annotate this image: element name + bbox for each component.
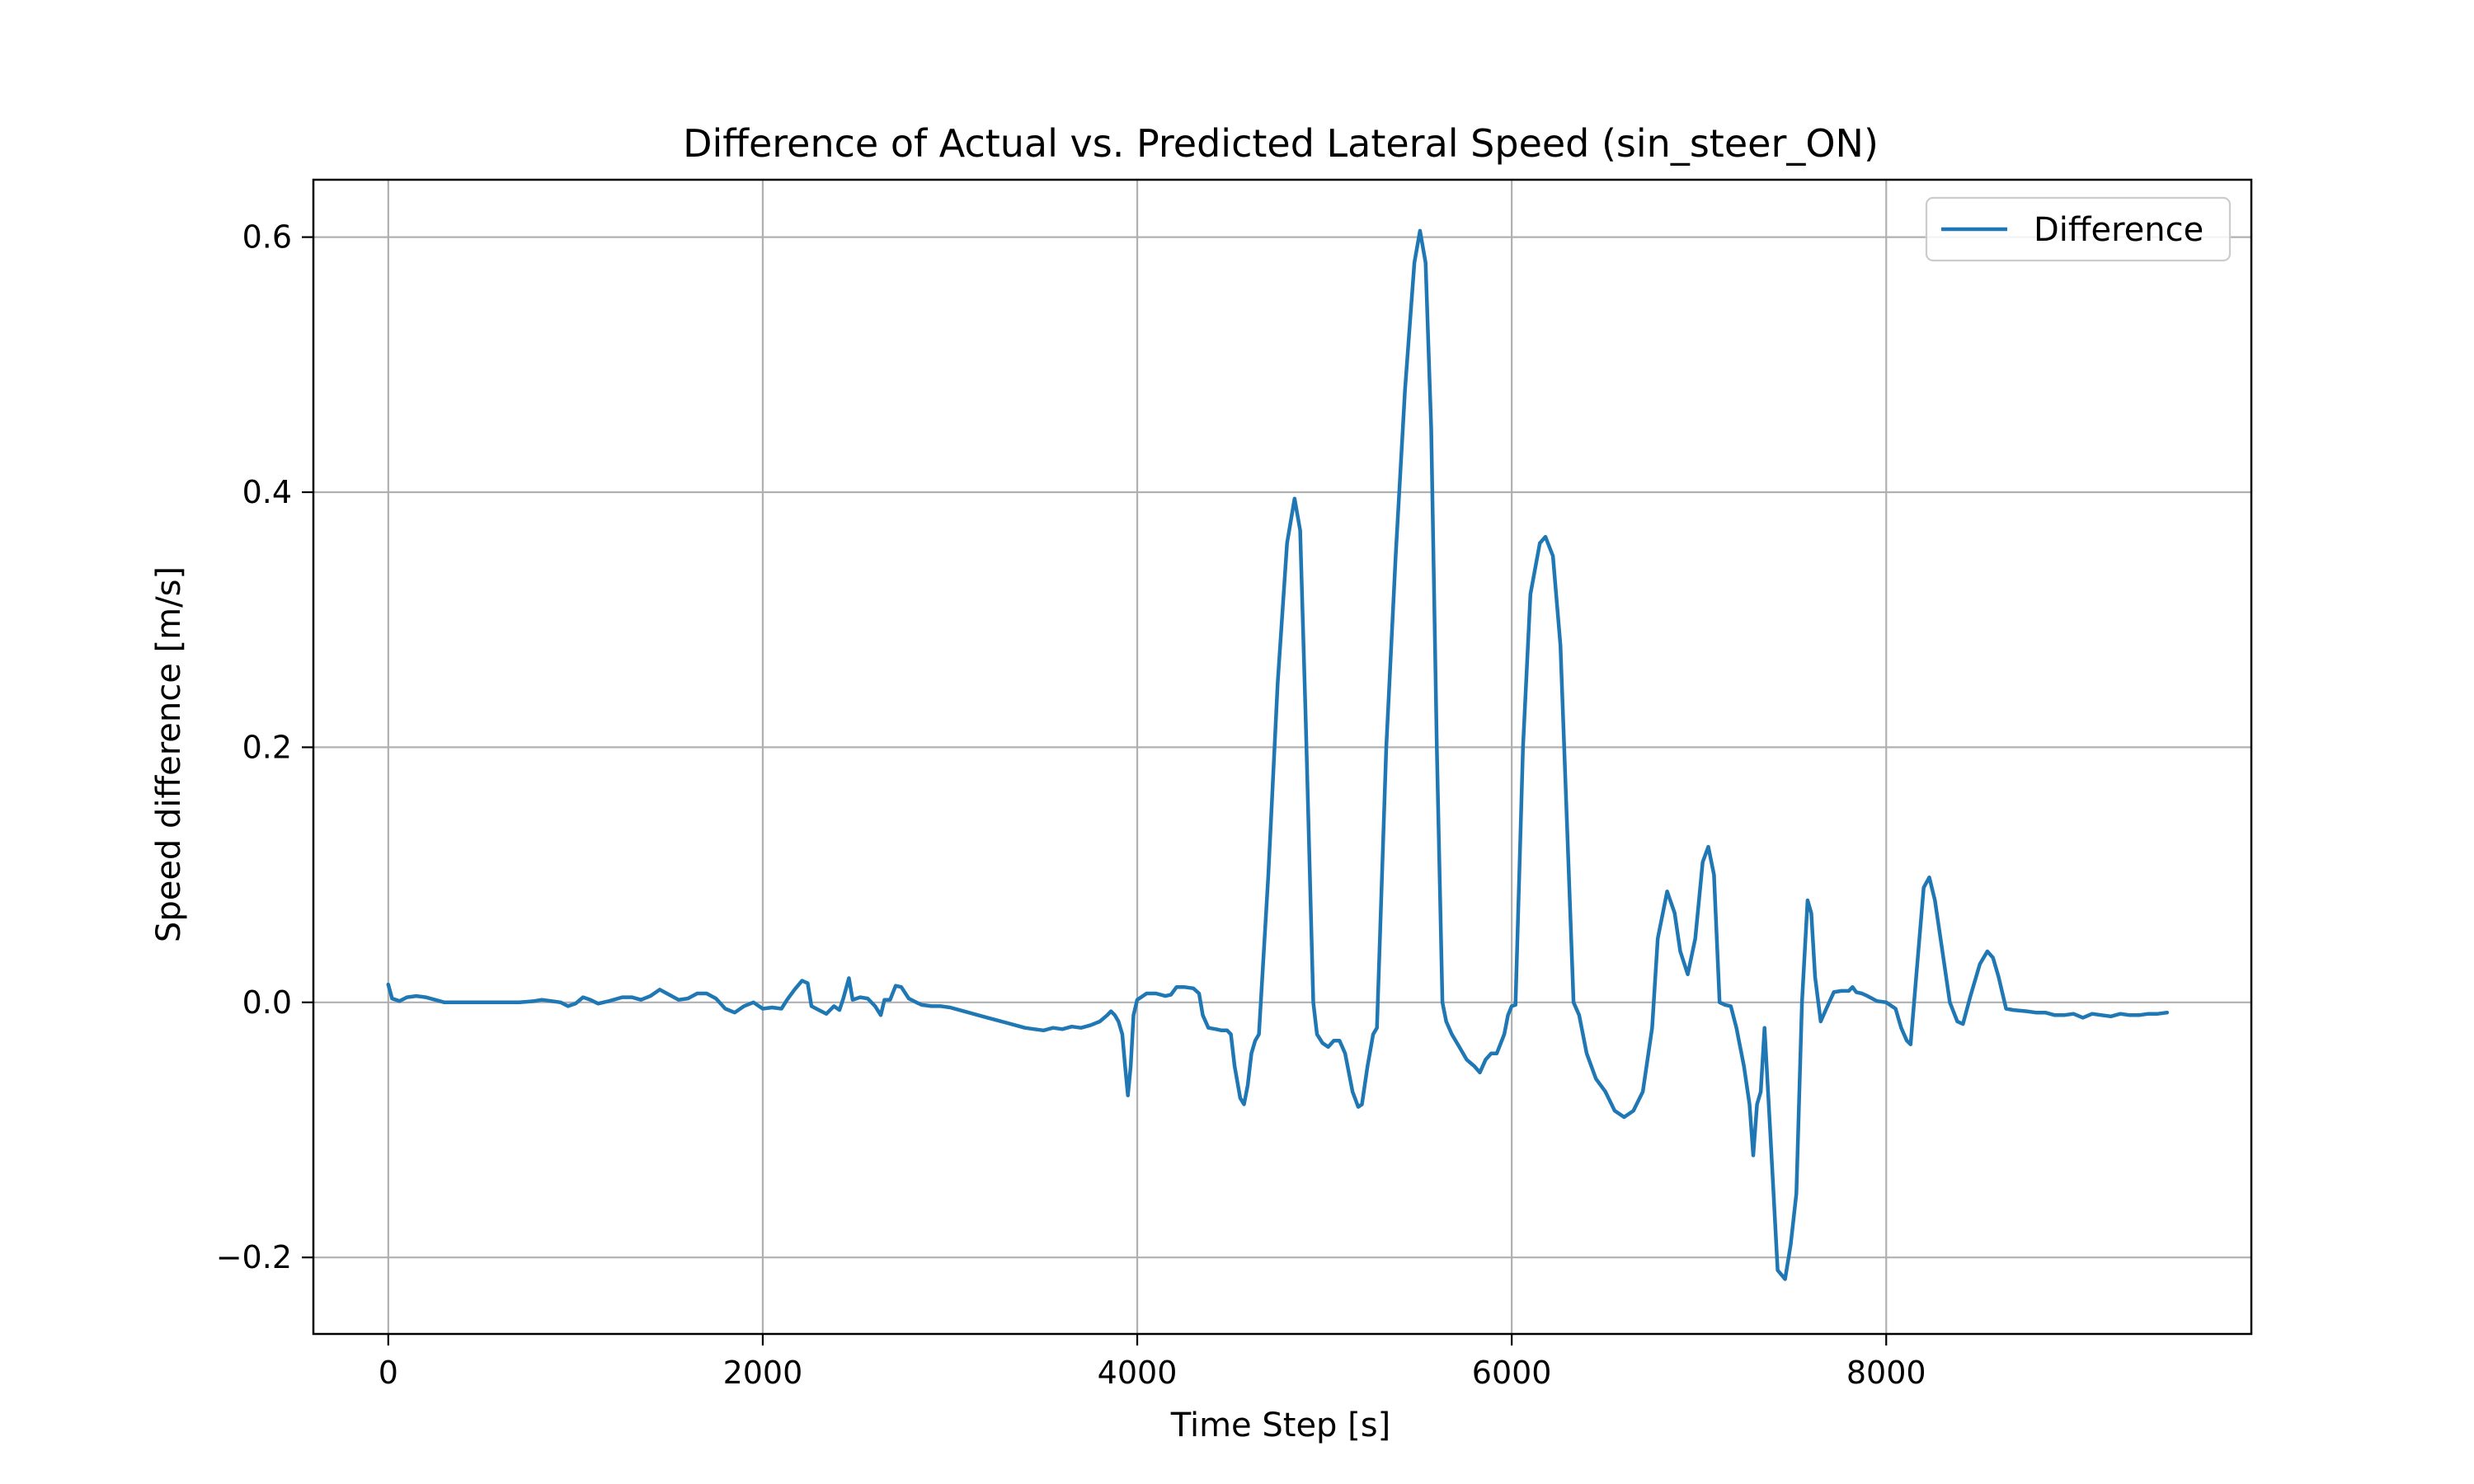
y-tick-label: −0.2: [216, 1239, 292, 1275]
y-tick-label: 0.4: [242, 474, 292, 510]
x-tick-label: 0: [379, 1355, 398, 1391]
y-tick-label: 0.2: [242, 729, 292, 765]
series-line-difference: [386, 228, 2170, 1281]
y-axis-label: Speed difference [m/s]: [150, 566, 188, 942]
legend-label: Difference: [2034, 211, 2204, 249]
x-axis-label: Time Step [s]: [1170, 1407, 1390, 1444]
legend: Difference: [1925, 196, 2232, 262]
y-tick-label: 0.0: [242, 984, 292, 1021]
legend-box: [1925, 196, 2232, 262]
x-tick-label: 6000: [1472, 1355, 1552, 1391]
x-tick-label: 4000: [1098, 1355, 1178, 1391]
x-tick-label: 8000: [1846, 1355, 1926, 1391]
series-layer: [386, 228, 2170, 1281]
axes-ticks: 0 2000 4000 6000 8000 −0.2 0.0 0.2 0.4 0.6: [216, 219, 1926, 1391]
plot-frame: [312, 178, 2253, 1336]
y-tick-label: 0.6: [242, 219, 292, 256]
x-tick-label: 2000: [723, 1355, 803, 1391]
chart-title: Difference of Actual vs. Predicted Later…: [683, 121, 1879, 166]
